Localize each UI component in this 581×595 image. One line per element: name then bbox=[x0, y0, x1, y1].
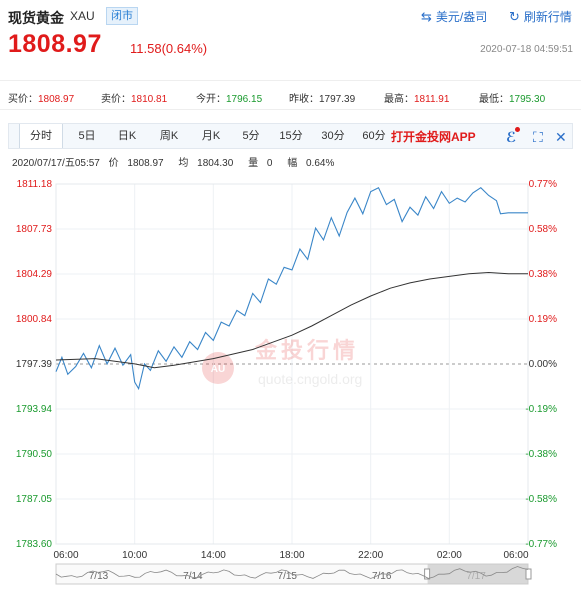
watermark-url: quote.cngold.org bbox=[258, 371, 362, 387]
pct-tick-label: -0.19% bbox=[525, 404, 557, 415]
intraday-chart[interactable]: AU 金投行情 quote.cngold.org 1811.181807.731… bbox=[0, 172, 581, 595]
pct-tick-label: -0.38% bbox=[525, 449, 557, 460]
info-amplitude: 幅 0.64% bbox=[287, 158, 335, 169]
refresh-label: 刷新行情 bbox=[523, 10, 572, 24]
mini-nav-label: 7/14 bbox=[183, 571, 203, 582]
chart-series bbox=[55, 186, 528, 391]
currency-switch-button[interactable]: ⇆ 美元/盎司 bbox=[421, 8, 487, 25]
refresh-button[interactable]: ↻ 刷新行情 bbox=[509, 8, 572, 25]
watermark: AU 金投行情 quote.cngold.org bbox=[202, 338, 362, 387]
stat-prev-close: 昨收：1797.39 bbox=[289, 94, 356, 105]
pct-axis-labels: 0.77% 0.58% 0.38% 0.19% 0.00% -0.19% -0.38% -0.… bbox=[525, 179, 557, 550]
pct-tick-label: -0.58% bbox=[525, 494, 557, 505]
pct-tick-label: 0.19% bbox=[529, 314, 557, 325]
tab-5min[interactable]: 5分 bbox=[242, 130, 260, 142]
swap-icon: ⇆ bbox=[421, 8, 432, 24]
close-icon[interactable]: ✕ bbox=[555, 129, 567, 145]
pct-tick-label: 0.58% bbox=[529, 224, 557, 235]
pct-tick-label: 0.77% bbox=[529, 179, 557, 190]
x-tick-label: 02:00 bbox=[437, 550, 462, 561]
tab-60min[interactable]: 60分 bbox=[362, 130, 386, 142]
y-tick-label: 1804.29 bbox=[16, 269, 53, 280]
fullscreen-icon[interactable]: ⛶ bbox=[533, 129, 543, 145]
currency-label: 美元/盎司 bbox=[435, 10, 488, 24]
info-volume: 量 0 bbox=[248, 158, 273, 169]
x-tick-label: 14:00 bbox=[201, 550, 226, 561]
mini-nav-line bbox=[55, 566, 529, 579]
stat-open: 今开：1796.15 bbox=[196, 94, 263, 105]
x-axis-labels: 06:00 10:00 14:00 18:00 22:00 02:00 06:00 bbox=[53, 550, 528, 561]
period-tabs: 分时 5日 日K 周K 月K 5分 15分 30分 60分 打开金投网APP ℰ… bbox=[8, 123, 573, 149]
mini-nav-label: 7/15 bbox=[278, 571, 298, 582]
stat-buy: 买价：1808.97 bbox=[8, 94, 75, 105]
y-tick-label: 1811.18 bbox=[17, 179, 53, 190]
quote-header: 现货黄金 XAU 闭市 ⇆ 美元/盎司 ↻ 刷新行情 1808.97 11.58… bbox=[0, 0, 581, 80]
info-avg: 均 1804.30 bbox=[178, 158, 234, 169]
pct-tick-label: -0.77% bbox=[525, 539, 557, 550]
pct-tick-label: 0.00% bbox=[529, 359, 557, 370]
y-tick-label: 1793.94 bbox=[16, 404, 53, 415]
price-change: 11.58(0.64%) bbox=[130, 41, 208, 56]
stat-low: 最低：1795.30 bbox=[479, 94, 546, 105]
mini-navigator[interactable]: 7/137/147/157/167/17 bbox=[55, 563, 532, 585]
mini-nav-label: 7/13 bbox=[89, 571, 109, 582]
y-tick-label: 1800.84 bbox=[16, 314, 53, 325]
y-tick-label: 1783.60 bbox=[16, 539, 53, 550]
x-tick-label: 18:00 bbox=[279, 550, 304, 561]
quote-stats-bar: 买价：1808.97 卖价：1810.81 今开：1796.15 昨收：1797… bbox=[0, 80, 581, 110]
y-tick-label: 1787.05 bbox=[16, 494, 53, 505]
stat-sell: 卖价：1810.81 bbox=[101, 94, 168, 105]
tab-monthly-k[interactable]: 月K bbox=[201, 130, 221, 142]
pct-tick-label: 0.38% bbox=[529, 269, 557, 280]
tab-5day[interactable]: 5日 bbox=[78, 130, 96, 142]
stat-high: 最高：1811.91 bbox=[384, 94, 450, 105]
avg-line bbox=[55, 271, 528, 369]
watermark-brand: 金投行情 bbox=[254, 338, 359, 363]
y-tick-label: 1807.73 bbox=[16, 224, 53, 235]
y-tick-label: 1790.50 bbox=[16, 449, 53, 460]
y-axis-labels: 1811.18 1807.73 1804.29 1800.84 1797.39 1793.… bbox=[16, 179, 53, 550]
instrument-title: 现货黄金 bbox=[8, 10, 64, 26]
plot-frame bbox=[55, 183, 529, 545]
mini-nav-label: 7/16 bbox=[372, 571, 392, 582]
y-tick-label: 1797.39 bbox=[16, 359, 53, 370]
last-price: 1808.97 bbox=[8, 30, 102, 58]
price-line bbox=[55, 186, 528, 391]
mini-nav-selection bbox=[427, 564, 528, 584]
info-date: 2020/07/17/五05:57 bbox=[12, 158, 100, 169]
tab-intraday[interactable]: 分时 bbox=[19, 124, 63, 148]
tab-15min[interactable]: 15分 bbox=[279, 130, 303, 142]
instrument-symbol: XAU bbox=[70, 9, 95, 23]
chart-grid bbox=[55, 183, 529, 545]
refresh-icon: ↻ bbox=[509, 8, 520, 24]
market-status-badge: 闭市 bbox=[106, 7, 138, 25]
x-tick-label: 06:00 bbox=[53, 550, 78, 561]
tab-30min[interactable]: 30分 bbox=[321, 130, 345, 142]
open-app-link[interactable]: 打开金投网APP bbox=[391, 130, 476, 144]
quote-datetime: 2020-07-18 04:59:51 bbox=[480, 44, 573, 55]
mini-nav-handle-left bbox=[424, 568, 431, 580]
watermark-logo-text: AU bbox=[211, 364, 225, 375]
indicator-icon[interactable]: ℰ bbox=[506, 127, 521, 146]
x-tick-label: 10:00 bbox=[122, 550, 147, 561]
tab-weekly-k[interactable]: 周K bbox=[159, 130, 179, 142]
x-tick-label: 06:00 bbox=[503, 550, 528, 561]
tab-daily-k[interactable]: 日K bbox=[117, 130, 137, 142]
crosshair-info: 2020/07/17/五05:57 价 1808.97 均 1804.30 量 … bbox=[12, 154, 346, 169]
info-price: 价 1808.97 bbox=[108, 158, 164, 169]
x-tick-label: 22:00 bbox=[358, 550, 383, 561]
mini-nav-handle-right bbox=[525, 568, 532, 580]
watermark-logo bbox=[202, 352, 234, 384]
